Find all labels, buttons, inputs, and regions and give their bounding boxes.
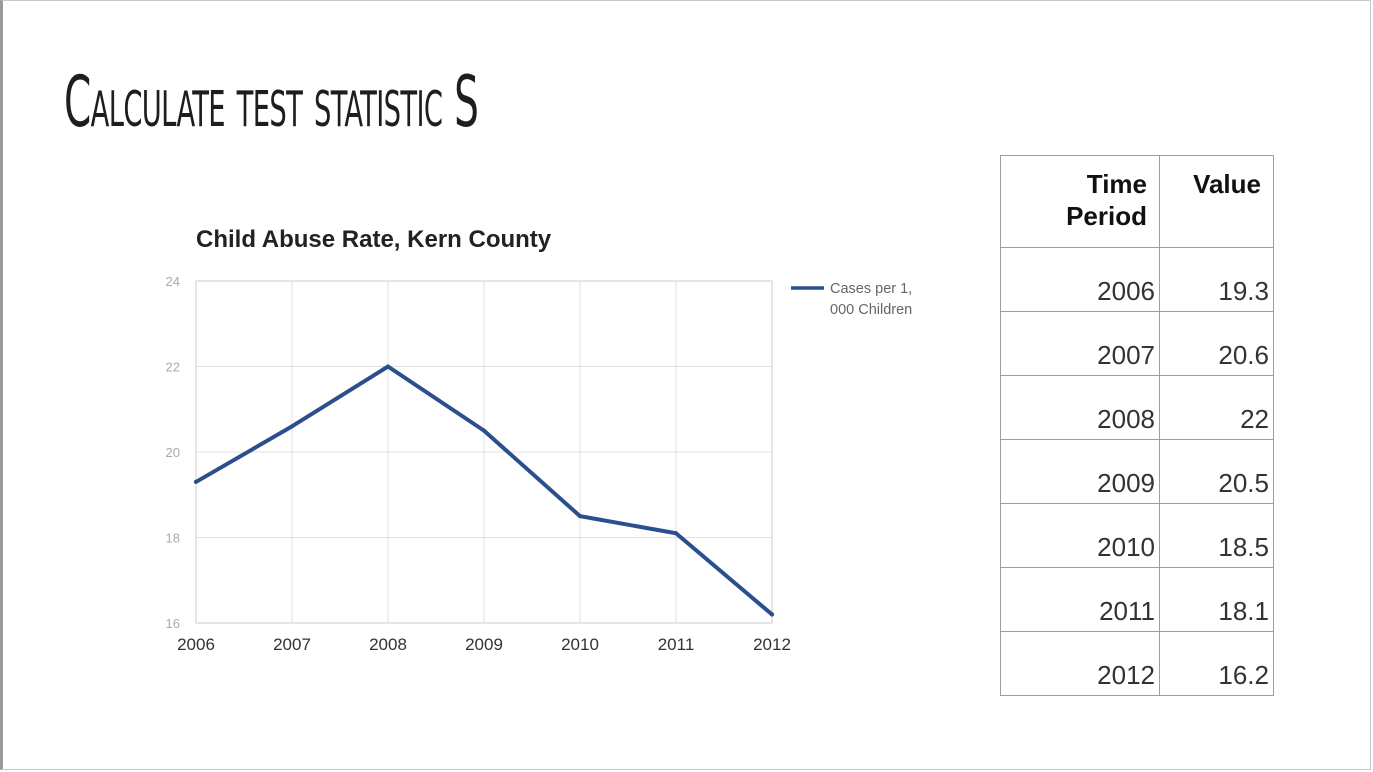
cell-value: 18.5: [1159, 503, 1274, 568]
chart-legend: Cases per 1, 000 Children: [791, 281, 912, 318]
table-row: 2008 22: [1000, 375, 1274, 440]
data-point: [674, 531, 678, 536]
legend-label-line1: Cases per 1,: [830, 281, 912, 297]
table-row: 2009 20.5: [1000, 439, 1274, 504]
chart-title: Child Abuse Rate, Kern County: [196, 226, 552, 253]
cell-value: 20.5: [1159, 439, 1274, 504]
table-row: 2007 20.6: [1000, 311, 1274, 376]
legend-label-line2: 000 Children: [830, 302, 912, 318]
y-tick-label: 18: [166, 531, 180, 546]
data-point: [290, 424, 294, 429]
header-time-line2: Period: [1066, 201, 1147, 231]
x-tick-label: 2010: [561, 635, 599, 654]
cell-value: 22: [1159, 375, 1274, 440]
cell-period: 2007: [1000, 311, 1160, 376]
cell-period: 2008: [1000, 375, 1160, 440]
header-value: Value: [1159, 155, 1274, 248]
data-table: Time Period Value 2006 19.3 2007 20.6 20…: [1000, 155, 1274, 696]
header-time-period: Time Period: [1000, 155, 1160, 248]
x-axis-ticks: 2006 2007 2008 2009 2010 2011 2012: [177, 635, 791, 654]
x-tick-label: 2006: [177, 635, 215, 654]
data-point: [386, 364, 390, 369]
table-row: 2006 19.3: [1000, 247, 1274, 312]
slide-title: Calculate test statistic S: [64, 61, 479, 143]
cell-period: 2012: [1000, 631, 1160, 696]
x-tick-label: 2008: [369, 635, 407, 654]
table-row: 2010 18.5: [1000, 503, 1274, 568]
y-tick-label: 24: [166, 274, 180, 289]
data-point: [578, 514, 582, 519]
chart-grid: [195, 280, 773, 624]
table-header-row: Time Period Value: [1000, 155, 1274, 248]
cell-value: 16.2: [1159, 631, 1274, 696]
header-time-line1: Time: [1086, 169, 1147, 199]
cell-period: 2009: [1000, 439, 1160, 504]
y-axis-ticks: 16 18 20 22 24: [166, 274, 180, 631]
data-point: [482, 428, 486, 433]
data-point: [194, 479, 198, 484]
x-tick-label: 2011: [658, 635, 695, 654]
y-tick-label: 22: [166, 360, 180, 375]
x-tick-label: 2012: [753, 635, 791, 654]
x-tick-label: 2007: [273, 635, 311, 654]
cell-period: 2010: [1000, 503, 1160, 568]
cell-value: 18.1: [1159, 567, 1274, 632]
cell-value: 19.3: [1159, 247, 1274, 312]
plot-frame: [195, 280, 773, 624]
x-tick-label: 2009: [465, 635, 503, 654]
y-tick-label: 20: [166, 445, 180, 460]
table-row: 2011 18.1: [1000, 567, 1274, 632]
line-chart: Child Abuse Rate, Kern County 16 18 20 22 24…: [166, 226, 913, 654]
data-point: [770, 612, 774, 617]
y-tick-label: 16: [166, 616, 180, 631]
table-row: 2012 16.2: [1000, 631, 1274, 696]
cell-value: 20.6: [1159, 311, 1274, 376]
chart-series: [194, 364, 774, 617]
cell-period: 2011: [1000, 567, 1160, 632]
cell-period: 2006: [1000, 247, 1160, 312]
